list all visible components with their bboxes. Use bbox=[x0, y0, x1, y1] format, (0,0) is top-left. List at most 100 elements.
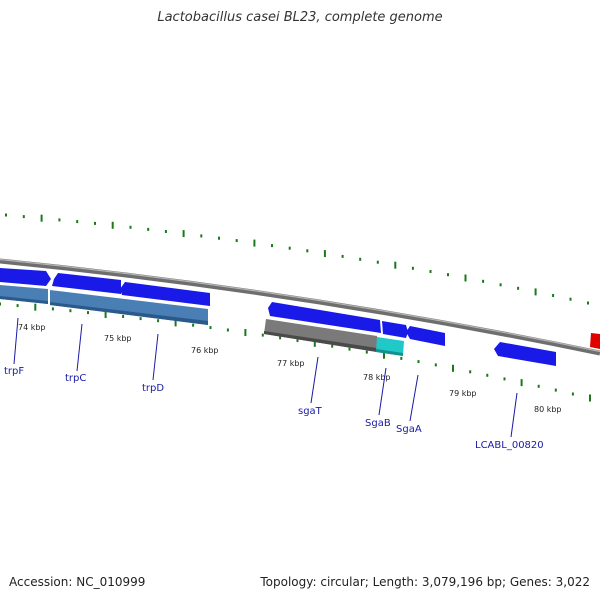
gene-label-SgaB[interactable]: SgaB bbox=[365, 418, 391, 429]
inner-dot-2 bbox=[34, 303, 37, 311]
outer-dot-2 bbox=[40, 214, 43, 222]
outer-dot-22 bbox=[394, 261, 397, 269]
outer-dot-25 bbox=[447, 273, 449, 277]
outer-dot-20 bbox=[359, 257, 362, 261]
inner-dot-6 bbox=[104, 311, 107, 318]
inner-dot-3 bbox=[51, 307, 54, 311]
inner-dot-19 bbox=[331, 344, 334, 348]
outer-dot-21 bbox=[376, 260, 379, 264]
gene-label-SgaA[interactable]: SgaA bbox=[396, 424, 422, 435]
outer-dot-24 bbox=[429, 270, 432, 273]
outer-dot-17 bbox=[306, 249, 309, 253]
outer-dot-19 bbox=[341, 254, 344, 258]
leader-sgaT bbox=[310, 356, 319, 404]
leader-trpF bbox=[13, 317, 19, 365]
outer-dot-11 bbox=[200, 234, 203, 238]
outer-dot-8 bbox=[147, 227, 150, 231]
inner-dot-14 bbox=[244, 329, 247, 336]
inner-dot-7 bbox=[122, 315, 125, 318]
inner-dot-32 bbox=[554, 388, 557, 392]
gene-SgaB-reverse-shade bbox=[376, 349, 403, 356]
outer-dot-23 bbox=[411, 266, 414, 270]
gene-trpD-arrow[interactable] bbox=[120, 282, 210, 306]
inner-dot-29 bbox=[503, 377, 506, 381]
gene-label-trpD[interactable]: trpD bbox=[142, 383, 164, 394]
inner-dot-0 bbox=[0, 302, 1, 306]
genome-backbone bbox=[0, 258, 600, 356]
gene-SgaA-arrow[interactable] bbox=[406, 326, 445, 346]
gene-trpF-reverse-shade bbox=[0, 296, 48, 304]
inner-dot-27 bbox=[469, 370, 472, 374]
accession-text: Accession: NC_010999 bbox=[9, 575, 146, 589]
inner-dot-10 bbox=[174, 319, 177, 327]
gene-label-trpC[interactable]: trpC bbox=[65, 373, 86, 384]
gene-trpC-reverse-shade bbox=[50, 302, 208, 325]
gene-trpF-arrow[interactable] bbox=[0, 268, 51, 286]
inner-dot-11 bbox=[192, 323, 195, 327]
outer-dot-33 bbox=[587, 301, 589, 305]
outer-dot-28 bbox=[499, 283, 502, 287]
gene-trpC-arrow[interactable] bbox=[52, 273, 121, 294]
outer-dot-4 bbox=[76, 220, 79, 224]
inner-dot-24 bbox=[417, 360, 420, 364]
outer-dot-15 bbox=[271, 244, 273, 248]
outer-dot-27 bbox=[482, 279, 485, 283]
outer-dot-7 bbox=[129, 225, 132, 229]
inner-dot-33 bbox=[571, 392, 574, 396]
gene-red-arrow[interactable] bbox=[590, 333, 600, 349]
tick-label-76: 76 kbp bbox=[191, 346, 219, 355]
tick-label-74: 74 kbp bbox=[18, 323, 46, 332]
inner-dot-28 bbox=[486, 373, 489, 377]
figure-title: Lactobacillus casei BL23, complete genom… bbox=[157, 10, 443, 25]
gene-label-trpF[interactable]: trpF bbox=[4, 366, 24, 377]
outer-dot-10 bbox=[182, 230, 185, 238]
outer-dot-16 bbox=[288, 246, 291, 250]
tick-label-75: 75 kbp bbox=[104, 334, 132, 343]
gene-SgaB-arrow[interactable] bbox=[382, 321, 408, 338]
leader-SgaA bbox=[409, 374, 419, 422]
outer-dot-track bbox=[5, 213, 589, 305]
gene-sgaT-reverse-shade bbox=[264, 331, 377, 352]
leader-SgaB bbox=[378, 367, 387, 416]
inner-dot-22 bbox=[383, 351, 385, 359]
inner-dot-12 bbox=[209, 326, 212, 330]
inner-dot-4 bbox=[69, 309, 72, 313]
gene-sgaT-arrow[interactable] bbox=[268, 302, 381, 333]
outer-dot-14 bbox=[253, 239, 256, 247]
outer-dot-32 bbox=[569, 297, 572, 301]
tick-label-78: 78 kbp bbox=[363, 373, 391, 382]
outer-dot-26 bbox=[464, 274, 467, 282]
inner-dot-8 bbox=[139, 317, 142, 321]
gene-label-LCABL_00820[interactable]: LCABL_00820 bbox=[475, 440, 544, 451]
genome-summary-text: Topology: circular; Length: 3,079,196 bp… bbox=[260, 575, 590, 589]
inner-dot-31 bbox=[537, 384, 540, 388]
inner-dot-25 bbox=[434, 363, 437, 367]
outer-dot-0 bbox=[5, 213, 7, 217]
inner-dot-23 bbox=[400, 356, 403, 360]
outer-dot-9 bbox=[164, 230, 167, 233]
outer-dot-3 bbox=[58, 218, 61, 222]
inner-dot-18 bbox=[313, 339, 316, 347]
tick-label-80: 80 kbp bbox=[534, 405, 562, 414]
leader-LCABL_00820 bbox=[510, 392, 518, 438]
gene-label-sgaT[interactable]: sgaT bbox=[298, 406, 323, 417]
inner-dot-5 bbox=[87, 311, 89, 315]
inner-dot-30 bbox=[520, 379, 523, 387]
tick-label-79: 79 kbp bbox=[449, 389, 477, 398]
inner-dot-20 bbox=[348, 347, 351, 351]
gene-LCABL_00820-arrow[interactable] bbox=[494, 342, 556, 366]
inner-dot-9 bbox=[157, 319, 160, 323]
inner-dot-21 bbox=[365, 350, 368, 354]
inner-dot-1 bbox=[16, 304, 19, 308]
genome-backbone-highlight bbox=[0, 258, 600, 353]
outer-dot-12 bbox=[218, 236, 220, 240]
tick-label-77: 77 kbp bbox=[277, 359, 305, 368]
inner-dot-34 bbox=[589, 394, 591, 402]
leader-trpD bbox=[152, 333, 159, 381]
outer-dot-6 bbox=[111, 221, 114, 229]
inner-dot-26 bbox=[452, 364, 454, 372]
outer-dot-13 bbox=[235, 239, 238, 243]
leader-trpC bbox=[76, 323, 83, 372]
inner-dot-track bbox=[0, 302, 591, 402]
